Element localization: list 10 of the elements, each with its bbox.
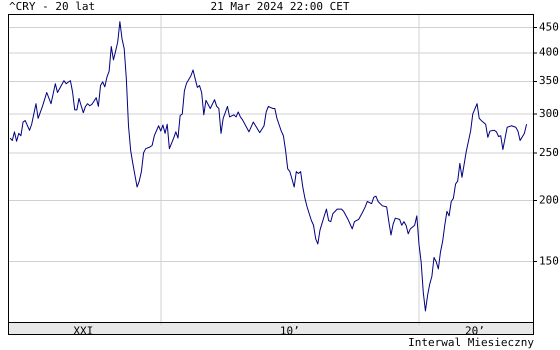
y-tick-label: 200: [539, 193, 559, 206]
y-tick-label: 400: [539, 46, 559, 59]
y-tick-label: 300: [539, 106, 559, 120]
y-tick-label: 350: [539, 74, 559, 88]
y-tick-label: 150: [539, 254, 559, 268]
y-tick-label: 250: [539, 146, 559, 159]
y-tick-label: 450: [539, 20, 559, 34]
text: Interwal Miesieczny: [408, 336, 534, 349]
chart-title: ^CRY - 20 lat: [9, 0, 96, 13]
chart-subtitle: 21 Mar 2024 22:00 CET: [210, 0, 350, 13]
